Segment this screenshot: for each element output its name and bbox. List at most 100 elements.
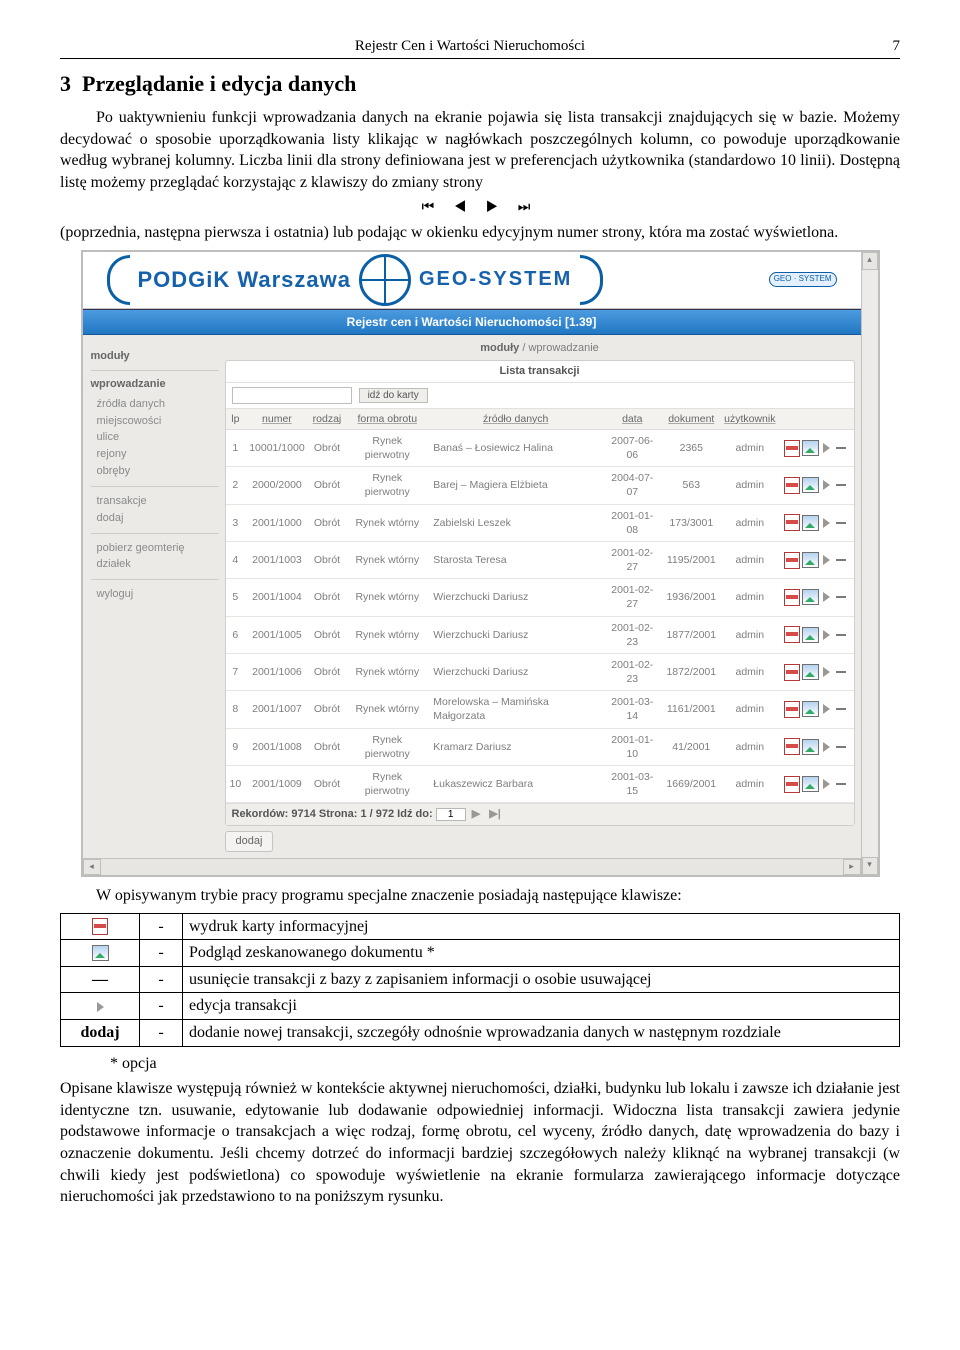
column-header[interactable]: data: [602, 409, 662, 430]
image-icon[interactable]: [802, 515, 819, 531]
scroll-down-icon[interactable]: ▾: [862, 857, 878, 875]
column-header[interactable]: lp: [226, 409, 246, 430]
sidebar-item[interactable]: ulice: [91, 429, 219, 446]
paragraph-3: W opisywanym trybie pracy programu specj…: [60, 885, 900, 907]
table-row[interactable]: 52001/1004ObrótRynek wtórnyWierzchucki D…: [226, 579, 854, 616]
column-header[interactable]: rodzaj: [309, 409, 346, 430]
pdf-icon[interactable]: [784, 738, 800, 755]
paragraph-4: Opisane klawisze występują również w kon…: [60, 1078, 900, 1208]
column-header[interactable]: dokument: [662, 409, 720, 430]
edit-icon[interactable]: [823, 742, 830, 752]
delete-icon[interactable]: [836, 559, 846, 561]
image-icon[interactable]: [802, 739, 819, 755]
meaning-desc: usunięcie transakcji z bazy z zapisaniem…: [183, 966, 900, 993]
goto-card-input[interactable]: [232, 387, 352, 404]
table-row[interactable]: 22000/2000ObrótRynek pierwotnyBarej – Ma…: [226, 467, 854, 504]
pdf-icon[interactable]: [784, 552, 800, 569]
pdf-icon: [92, 918, 108, 935]
sidebar-item[interactable]: wyloguj: [91, 586, 219, 603]
footnote: * opcja: [110, 1053, 900, 1075]
app-banner: PODGiK Warszawa GEO-SYSTEM GEO · SYSTEM: [83, 252, 861, 309]
pdf-icon[interactable]: [784, 477, 800, 494]
bracket-right-icon: [580, 255, 603, 305]
vertical-scrollbar[interactable]: ▴ ▾: [861, 252, 878, 875]
delete-icon[interactable]: [836, 596, 846, 598]
scroll-up-icon[interactable]: ▴: [862, 252, 878, 270]
sidebar-item[interactable]: dodaj: [91, 510, 219, 527]
sidebar-item[interactable]: transakcje: [91, 493, 219, 510]
edit-icon[interactable]: [823, 518, 830, 528]
edit-icon[interactable]: [823, 592, 830, 602]
edit-icon[interactable]: [823, 779, 830, 789]
column-header[interactable]: źródło danych: [429, 409, 602, 430]
goto-card-button[interactable]: idź do karty: [359, 388, 428, 403]
sidebar-item[interactable]: źródła danych: [91, 396, 219, 413]
image-icon[interactable]: [802, 776, 819, 792]
panel-title: Lista transakcji: [226, 361, 854, 382]
nav-icons: ⏮ ◀ ▶ ⏭: [60, 199, 900, 218]
delete-icon[interactable]: [836, 634, 846, 636]
delete-icon[interactable]: [836, 484, 846, 486]
sidebar-item[interactable]: działek: [91, 556, 219, 573]
table-row[interactable]: 62001/1005ObrótRynek wtórnyWierzchucki D…: [226, 616, 854, 653]
edit-icon[interactable]: [823, 555, 830, 565]
sidebar-heading-moduly: moduły: [91, 349, 219, 364]
image-icon[interactable]: [802, 477, 819, 493]
sidebar-item[interactable]: rejony: [91, 446, 219, 463]
image-icon[interactable]: [802, 664, 819, 680]
pdf-icon[interactable]: [784, 776, 800, 793]
paragraph-1: Po uaktywnieniu funkcji wprowadzania dan…: [60, 107, 900, 193]
pdf-icon[interactable]: [784, 626, 800, 643]
meaning-desc: edycja transakcji: [183, 993, 900, 1020]
delete-icon[interactable]: [836, 671, 846, 673]
transactions-table: lpnumerrodzajforma obrotuźródło danychda…: [226, 409, 854, 804]
table-row[interactable]: 32001/1000ObrótRynek wtórnyZabielski Les…: [226, 504, 854, 541]
breadcrumb: moduły / wprowadzanie: [225, 341, 855, 356]
table-row[interactable]: 42001/1003ObrótRynek wtórnyStarosta Tere…: [226, 541, 854, 578]
column-header[interactable]: użytkownik: [720, 409, 779, 430]
sidebar-item[interactable]: miejscowości: [91, 413, 219, 430]
edit-icon[interactable]: [823, 443, 830, 453]
table-row[interactable]: 72001/1006ObrótRynek wtórnyWierzchucki D…: [226, 653, 854, 690]
delete-icon[interactable]: [836, 783, 846, 785]
column-header[interactable]: numer: [245, 409, 308, 430]
column-header[interactable]: forma obrotu: [345, 409, 429, 430]
pager-last-icon[interactable]: ▶|: [489, 808, 501, 820]
image-icon[interactable]: [802, 589, 819, 605]
pdf-icon[interactable]: [784, 440, 800, 457]
pager-next-icon[interactable]: ▶: [472, 808, 480, 820]
table-row[interactable]: 82001/1007ObrótRynek wtórnyMorelowska – …: [226, 691, 854, 728]
image-icon[interactable]: [802, 440, 819, 456]
pager-page-input[interactable]: [436, 808, 466, 821]
edit-icon[interactable]: [823, 480, 830, 490]
delete-icon[interactable]: [836, 708, 846, 710]
delete-icon[interactable]: [836, 746, 846, 748]
scroll-right-icon[interactable]: ▸: [843, 859, 861, 875]
edit-icon[interactable]: [823, 704, 830, 714]
edit-icon[interactable]: [823, 667, 830, 677]
pager-bar: Rekordów: 9714 Strona: 1 / 972 Idź do: ▶…: [226, 803, 854, 825]
add-button[interactable]: dodaj: [225, 831, 274, 852]
horizontal-scrollbar[interactable]: ◂ ▸: [83, 858, 861, 875]
sidebar: moduły wprowadzanie źródła danychmiejsco…: [83, 335, 223, 858]
edit-icon[interactable]: [823, 630, 830, 640]
sidebar-item[interactable]: obręby: [91, 463, 219, 480]
pdf-icon[interactable]: [784, 514, 800, 531]
table-row[interactable]: 92001/1008ObrótRynek pierwotnyKramarz Da…: [226, 728, 854, 765]
image-icon[interactable]: [802, 552, 819, 568]
table-row[interactable]: 110001/1000ObrótRynek pierwotnyBanaś – Ł…: [226, 429, 854, 466]
pdf-icon[interactable]: [784, 664, 800, 681]
scroll-left-icon[interactable]: ◂: [83, 859, 101, 875]
pdf-icon[interactable]: [784, 589, 800, 606]
edit-icon: [97, 1002, 104, 1012]
sidebar-heading-wprowadzanie: wprowadzanie: [91, 377, 219, 392]
table-row[interactable]: 102001/1009ObrótRynek pierwotnyŁukaszewi…: [226, 765, 854, 802]
pdf-icon[interactable]: [784, 701, 800, 718]
brand-badge: GEO · SYSTEM: [769, 272, 837, 287]
delete-icon[interactable]: [836, 522, 846, 524]
image-icon[interactable]: [802, 627, 819, 643]
delete-icon[interactable]: [836, 447, 846, 449]
image-icon[interactable]: [802, 701, 819, 717]
sidebar-item[interactable]: pobierz geomterię: [91, 540, 219, 557]
page-number: 7: [880, 36, 900, 56]
